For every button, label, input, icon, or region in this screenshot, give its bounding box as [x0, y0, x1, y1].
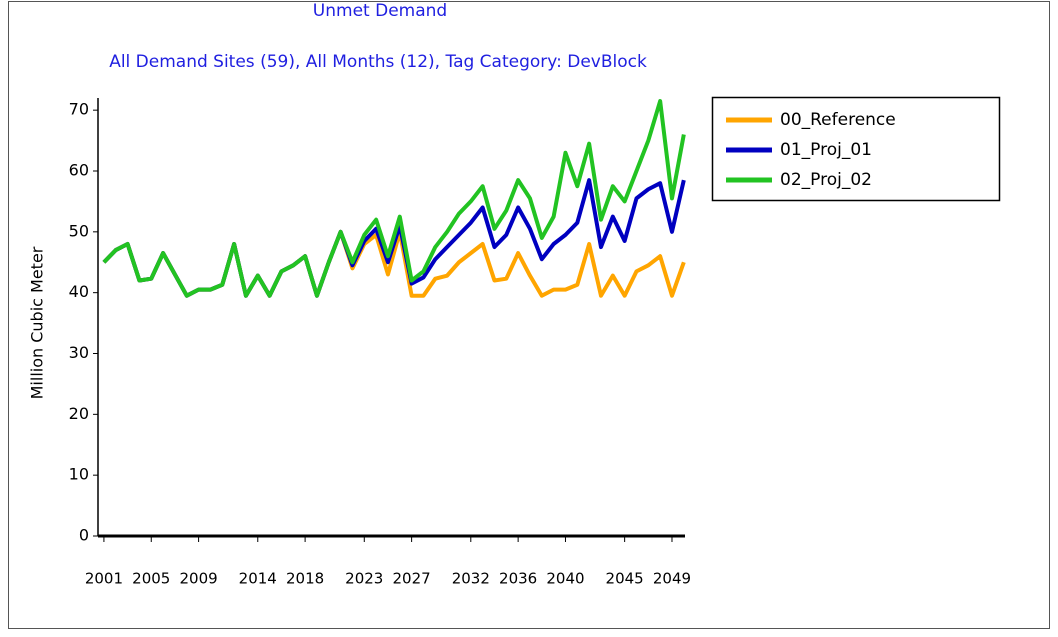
y-tick-label: 60: [69, 161, 89, 180]
chart-subtitle: All Demand Sites (59), All Months (12), …: [109, 52, 647, 72]
x-tick-label: 2040: [546, 570, 584, 588]
y-tick-label: 10: [69, 465, 89, 484]
x-tick-label: 2018: [286, 570, 324, 588]
x-tick-label: 2001: [85, 570, 123, 588]
x-tick-label: 2023: [345, 570, 383, 588]
x-tick-label: 2005: [132, 570, 170, 588]
y-tick-label: 0: [79, 526, 89, 545]
x-tick-label: 2014: [239, 570, 277, 588]
legend-label: 00_Reference: [780, 110, 896, 130]
x-tick-label: 2027: [393, 570, 431, 588]
legend-label: 01_Proj_01: [780, 140, 872, 160]
y-tick-label: 50: [69, 221, 89, 240]
y-axis-label: Million Cubic Meter: [28, 246, 47, 399]
x-tick-label: 2032: [452, 570, 490, 588]
y-tick-label: 40: [69, 282, 89, 301]
y-tick-label: 20: [69, 404, 89, 423]
y-tick-label: 70: [69, 100, 89, 119]
legend-label: 02_Proj_02: [780, 170, 872, 190]
y-tick-label: 30: [69, 343, 89, 362]
x-tick-label: 2045: [606, 570, 644, 588]
chart-title: Unmet Demand: [313, 1, 447, 21]
frame: [8, 1, 1050, 629]
x-tick-label: 2036: [499, 570, 537, 588]
x-tick-label: 2009: [180, 570, 218, 588]
series-line: [102, 99, 686, 298]
x-tick-label: 2049: [653, 570, 691, 588]
